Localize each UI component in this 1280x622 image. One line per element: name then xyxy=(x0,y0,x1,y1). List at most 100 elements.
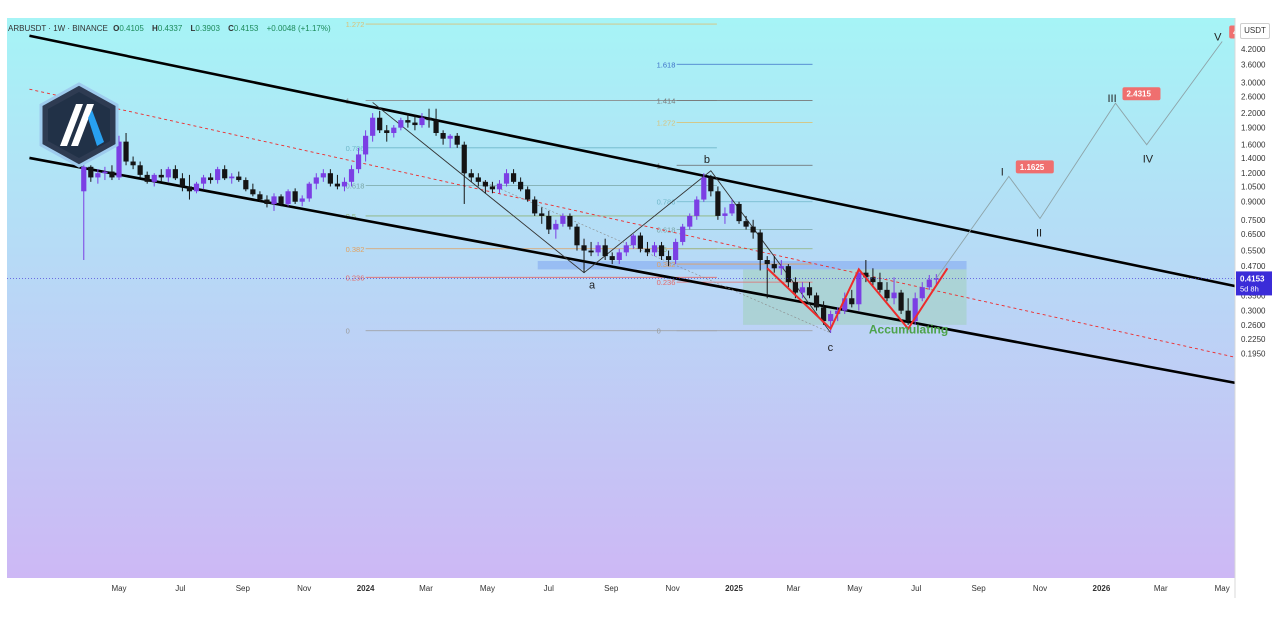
candle[interactable] xyxy=(658,241,665,261)
candle[interactable] xyxy=(574,223,580,251)
candle[interactable] xyxy=(842,292,848,315)
candle[interactable] xyxy=(229,173,235,184)
candle[interactable] xyxy=(496,180,503,194)
candle[interactable] xyxy=(215,166,221,184)
candle[interactable] xyxy=(384,125,390,142)
candle[interactable] xyxy=(708,174,714,197)
candle[interactable] xyxy=(757,229,763,271)
candle[interactable] xyxy=(785,264,791,288)
candle[interactable] xyxy=(236,171,242,182)
candle[interactable] xyxy=(799,282,806,299)
candle[interactable] xyxy=(447,134,453,148)
candle[interactable] xyxy=(137,161,143,178)
candle[interactable] xyxy=(905,298,911,325)
candle[interactable] xyxy=(292,188,298,204)
candle[interactable] xyxy=(856,268,862,311)
candle[interactable] xyxy=(250,183,256,197)
candle[interactable] xyxy=(130,156,136,170)
candle[interactable] xyxy=(426,108,432,128)
candle[interactable] xyxy=(764,256,770,299)
candle[interactable] xyxy=(898,289,904,315)
candle[interactable] xyxy=(870,268,876,288)
candle[interactable] xyxy=(687,213,693,230)
candle[interactable] xyxy=(567,213,573,230)
candle[interactable] xyxy=(468,169,474,182)
candle[interactable] xyxy=(581,238,587,273)
candle[interactable] xyxy=(891,277,897,305)
candle[interactable] xyxy=(644,241,651,257)
candle[interactable] xyxy=(630,233,636,249)
candle[interactable] xyxy=(595,241,601,257)
candle[interactable] xyxy=(207,173,214,184)
candle[interactable] xyxy=(503,169,510,187)
candle[interactable] xyxy=(391,125,397,138)
candle[interactable] xyxy=(412,115,418,131)
candle[interactable] xyxy=(285,189,291,207)
candle[interactable] xyxy=(327,169,333,187)
candle[interactable] xyxy=(665,250,672,267)
candle[interactable] xyxy=(926,274,932,290)
candle[interactable] xyxy=(165,166,171,182)
candle[interactable] xyxy=(341,177,348,192)
candle[interactable] xyxy=(715,186,721,220)
candle[interactable] xyxy=(419,113,425,128)
candle[interactable] xyxy=(546,210,552,234)
candle[interactable] xyxy=(320,169,326,182)
candle[interactable] xyxy=(81,154,87,261)
candle[interactable] xyxy=(510,169,517,184)
candle[interactable] xyxy=(158,169,164,182)
candle[interactable] xyxy=(532,196,538,216)
candle[interactable] xyxy=(348,165,355,187)
candle[interactable] xyxy=(363,130,369,162)
candle[interactable] xyxy=(102,166,108,181)
candle[interactable] xyxy=(539,207,545,224)
candle[interactable] xyxy=(313,173,319,190)
candle[interactable] xyxy=(109,165,115,181)
candle[interactable] xyxy=(518,177,524,192)
candle[interactable] xyxy=(116,135,122,181)
candle[interactable] xyxy=(743,215,749,230)
candle[interactable] xyxy=(694,196,700,220)
candle[interactable] xyxy=(151,173,157,187)
candle[interactable] xyxy=(588,241,594,257)
candle[interactable] xyxy=(849,289,855,308)
candle[interactable] xyxy=(701,173,707,202)
candle[interactable] xyxy=(440,130,446,145)
candle[interactable] xyxy=(398,117,404,131)
candle[interactable] xyxy=(609,252,615,265)
candle[interactable] xyxy=(264,195,270,208)
candle[interactable] xyxy=(616,248,622,265)
currency-unit-button[interactable]: USDT xyxy=(1240,23,1270,39)
candle[interactable] xyxy=(461,141,467,204)
candle[interactable] xyxy=(877,272,883,293)
candle[interactable] xyxy=(222,165,228,181)
candle[interactable] xyxy=(919,282,925,302)
candle[interactable] xyxy=(637,232,643,253)
candle[interactable] xyxy=(736,201,742,224)
candle[interactable] xyxy=(560,213,566,227)
candle[interactable] xyxy=(306,181,312,202)
candle[interactable] xyxy=(651,241,658,257)
candle[interactable] xyxy=(172,165,178,181)
candle[interactable] xyxy=(602,238,608,261)
candle[interactable] xyxy=(179,173,186,192)
candle[interactable] xyxy=(271,193,277,211)
candle[interactable] xyxy=(355,147,362,174)
candle[interactable] xyxy=(193,181,200,194)
candle[interactable] xyxy=(680,223,686,246)
candle[interactable] xyxy=(95,169,101,184)
candle[interactable] xyxy=(525,186,531,202)
candle[interactable] xyxy=(722,207,728,224)
candle[interactable] xyxy=(778,260,784,275)
candle[interactable] xyxy=(200,174,207,190)
candle[interactable] xyxy=(475,173,481,187)
symbol-label[interactable]: ARBUSDT · 1W · BINANCE xyxy=(8,24,108,33)
candle[interactable] xyxy=(377,110,383,134)
candle[interactable] xyxy=(729,199,735,216)
candle[interactable] xyxy=(489,181,496,194)
candle[interactable] xyxy=(370,113,376,142)
candle[interactable] xyxy=(750,219,756,239)
candle[interactable] xyxy=(482,180,488,194)
candle[interactable] xyxy=(243,177,249,192)
